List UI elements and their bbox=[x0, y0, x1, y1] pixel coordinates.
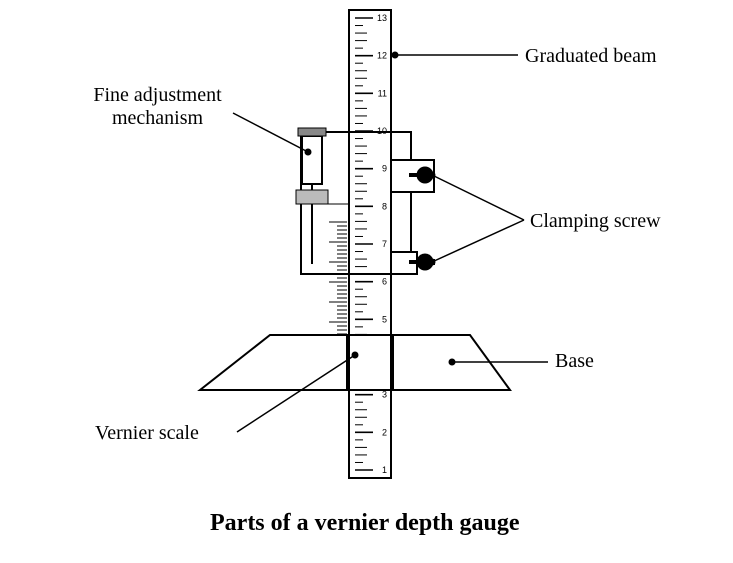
svg-text:13: 13 bbox=[377, 13, 387, 23]
label-vernier-scale: Vernier scale bbox=[95, 422, 199, 445]
svg-text:1: 1 bbox=[382, 465, 387, 475]
svg-text:9: 9 bbox=[382, 164, 387, 174]
diagram-caption: Parts of a vernier depth gauge bbox=[210, 510, 520, 537]
svg-text:8: 8 bbox=[382, 201, 387, 211]
svg-text:3: 3 bbox=[382, 390, 387, 400]
svg-text:5: 5 bbox=[382, 314, 387, 324]
label-base: Base bbox=[555, 350, 594, 373]
svg-text:7: 7 bbox=[382, 239, 387, 249]
svg-text:12: 12 bbox=[377, 51, 387, 61]
label-graduated-beam: Graduated beam bbox=[525, 45, 657, 68]
label-fine-adjust: Fine adjustmentmechanism bbox=[65, 84, 250, 130]
svg-text:11: 11 bbox=[378, 88, 387, 98]
label-clamping-screw: Clamping screw bbox=[530, 210, 661, 233]
svg-text:2: 2 bbox=[382, 427, 387, 437]
svg-text:6: 6 bbox=[382, 277, 387, 287]
